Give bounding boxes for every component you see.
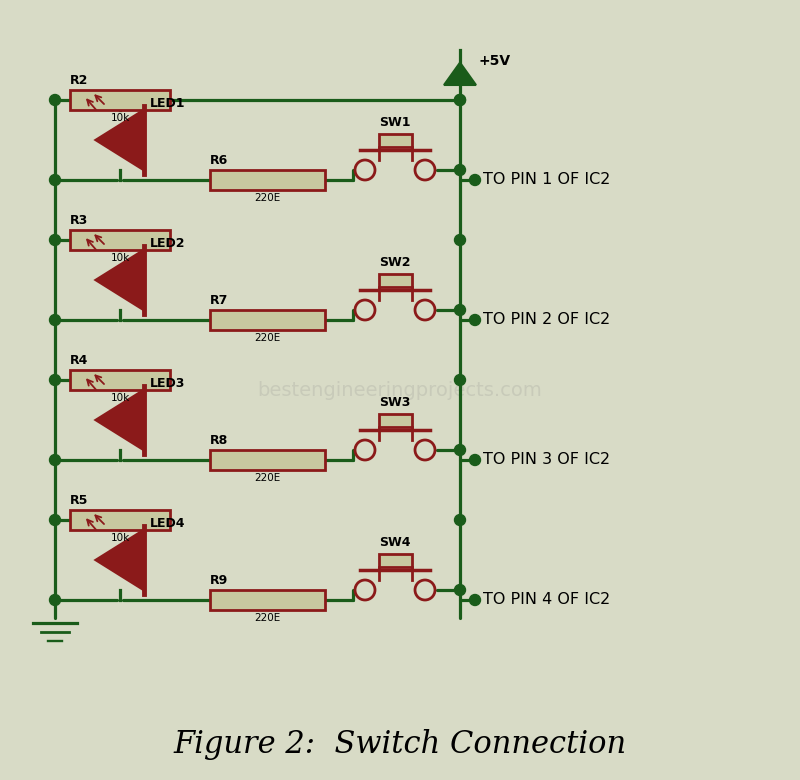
Text: SW1: SW1	[379, 115, 410, 129]
Circle shape	[50, 515, 61, 526]
Bar	[378, 413, 411, 427]
Circle shape	[470, 455, 481, 466]
Text: LED4: LED4	[150, 517, 186, 530]
Text: bestengineeringprojects.com: bestengineeringprojects.com	[258, 381, 542, 399]
Bar	[70, 90, 170, 110]
Polygon shape	[96, 250, 144, 310]
Circle shape	[454, 94, 466, 105]
Text: R7: R7	[210, 294, 228, 307]
Circle shape	[50, 455, 61, 466]
Circle shape	[454, 515, 466, 526]
Circle shape	[50, 235, 61, 246]
Bar	[210, 310, 325, 330]
Polygon shape	[444, 62, 476, 85]
Text: SW3: SW3	[379, 395, 410, 409]
Bar	[70, 370, 170, 390]
Circle shape	[50, 175, 61, 186]
Text: +5V: +5V	[479, 54, 511, 68]
Circle shape	[470, 594, 481, 605]
Circle shape	[470, 175, 481, 186]
Text: LED2: LED2	[150, 237, 186, 250]
Text: R4: R4	[70, 354, 88, 367]
Text: TO PIN 4 OF IC2: TO PIN 4 OF IC2	[483, 593, 610, 608]
Circle shape	[454, 445, 466, 456]
Circle shape	[50, 594, 61, 605]
Text: SW2: SW2	[379, 256, 410, 268]
Bar	[70, 510, 170, 530]
Circle shape	[50, 374, 61, 385]
Text: R2: R2	[70, 74, 88, 87]
Bar	[210, 170, 325, 190]
Bar	[378, 554, 411, 566]
Text: 220E: 220E	[254, 613, 281, 623]
Text: SW4: SW4	[379, 536, 410, 548]
Text: TO PIN 1 OF IC2: TO PIN 1 OF IC2	[483, 172, 610, 187]
Text: 10k: 10k	[110, 533, 130, 543]
Circle shape	[470, 314, 481, 325]
Bar	[70, 230, 170, 250]
Text: R9: R9	[210, 574, 228, 587]
Circle shape	[454, 165, 466, 176]
Polygon shape	[96, 110, 144, 170]
Text: 10k: 10k	[110, 253, 130, 263]
Text: LED1: LED1	[150, 97, 186, 110]
Bar	[210, 450, 325, 470]
Polygon shape	[96, 390, 144, 450]
Circle shape	[50, 94, 61, 105]
Text: 10k: 10k	[110, 113, 130, 123]
Circle shape	[454, 304, 466, 315]
Bar	[210, 590, 325, 610]
Polygon shape	[96, 530, 144, 590]
Text: Figure 2:  Switch Connection: Figure 2: Switch Connection	[174, 729, 626, 760]
Text: TO PIN 2 OF IC2: TO PIN 2 OF IC2	[483, 313, 610, 328]
Text: R8: R8	[210, 434, 228, 447]
Circle shape	[50, 314, 61, 325]
Circle shape	[454, 94, 466, 105]
Text: R3: R3	[70, 214, 88, 227]
Text: 220E: 220E	[254, 333, 281, 343]
Circle shape	[454, 584, 466, 595]
Bar	[378, 133, 411, 147]
Text: R5: R5	[70, 494, 88, 507]
Text: 220E: 220E	[254, 473, 281, 483]
Circle shape	[454, 235, 466, 246]
Text: TO PIN 3 OF IC2: TO PIN 3 OF IC2	[483, 452, 610, 467]
Circle shape	[454, 374, 466, 385]
Text: 220E: 220E	[254, 193, 281, 203]
Text: LED3: LED3	[150, 377, 186, 390]
Text: R6: R6	[210, 154, 228, 167]
Text: 10k: 10k	[110, 393, 130, 403]
Bar	[378, 274, 411, 286]
